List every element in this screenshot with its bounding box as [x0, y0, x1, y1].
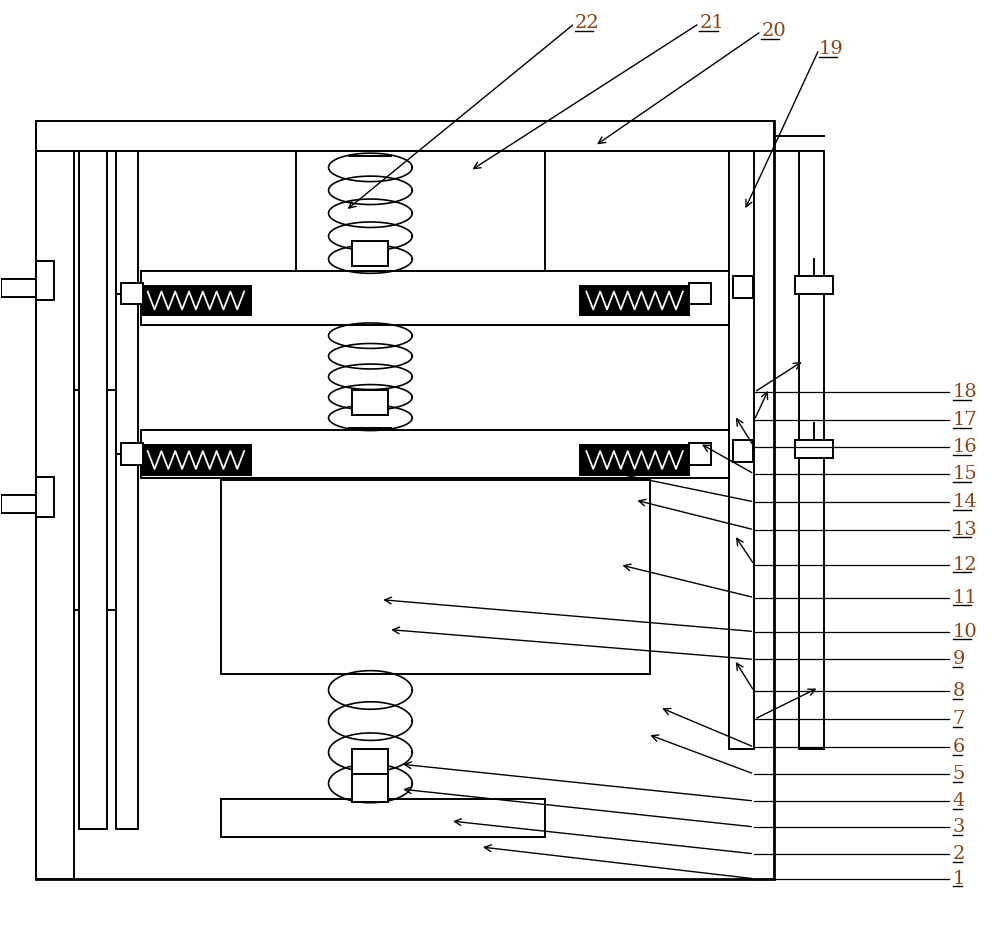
Text: 22: 22 [575, 14, 600, 33]
Bar [799, 151, 824, 749]
Text: 21: 21 [699, 14, 724, 33]
Text: 5: 5 [953, 765, 965, 783]
Bar [116, 151, 138, 829]
Bar [352, 240, 388, 266]
Bar [79, 151, 107, 829]
Bar [36, 261, 54, 300]
Bar [1, 495, 51, 513]
Bar [795, 276, 833, 294]
Bar [36, 121, 774, 879]
Bar [221, 799, 545, 837]
Text: 8: 8 [953, 682, 965, 700]
Bar [729, 151, 754, 749]
Text: 4: 4 [953, 792, 965, 810]
Text: 12: 12 [953, 555, 977, 574]
Bar [733, 440, 753, 462]
Text: 16: 16 [953, 438, 977, 456]
Bar [352, 749, 388, 774]
Bar [221, 480, 650, 675]
Bar [36, 121, 74, 879]
Text: 13: 13 [953, 521, 978, 539]
Bar [689, 443, 711, 465]
Bar [733, 276, 753, 297]
Bar [36, 121, 774, 151]
Text: 20: 20 [761, 22, 786, 40]
Text: 6: 6 [953, 738, 965, 756]
Text: 3: 3 [953, 818, 965, 836]
Bar [1, 279, 51, 296]
Bar [352, 391, 388, 415]
Bar [141, 285, 251, 315]
Bar [141, 445, 251, 475]
Bar [795, 440, 833, 458]
Bar [580, 445, 689, 475]
Bar [121, 443, 143, 465]
Text: 2: 2 [953, 844, 965, 863]
Text: 15: 15 [953, 465, 977, 483]
Text: 7: 7 [953, 710, 965, 728]
Bar [689, 282, 711, 305]
Text: 18: 18 [953, 383, 977, 401]
Text: 9: 9 [953, 651, 965, 668]
Bar [121, 282, 143, 305]
Text: 19: 19 [819, 40, 844, 58]
Text: 1: 1 [953, 870, 965, 888]
Bar [36, 391, 121, 610]
Bar [36, 477, 54, 517]
Bar [352, 774, 388, 802]
Bar [141, 270, 729, 325]
Text: 10: 10 [953, 623, 977, 640]
Bar [141, 430, 729, 478]
Text: 14: 14 [953, 493, 977, 511]
Text: 11: 11 [953, 589, 977, 607]
Bar [296, 151, 545, 270]
Text: 17: 17 [953, 411, 977, 429]
Bar [580, 285, 689, 315]
